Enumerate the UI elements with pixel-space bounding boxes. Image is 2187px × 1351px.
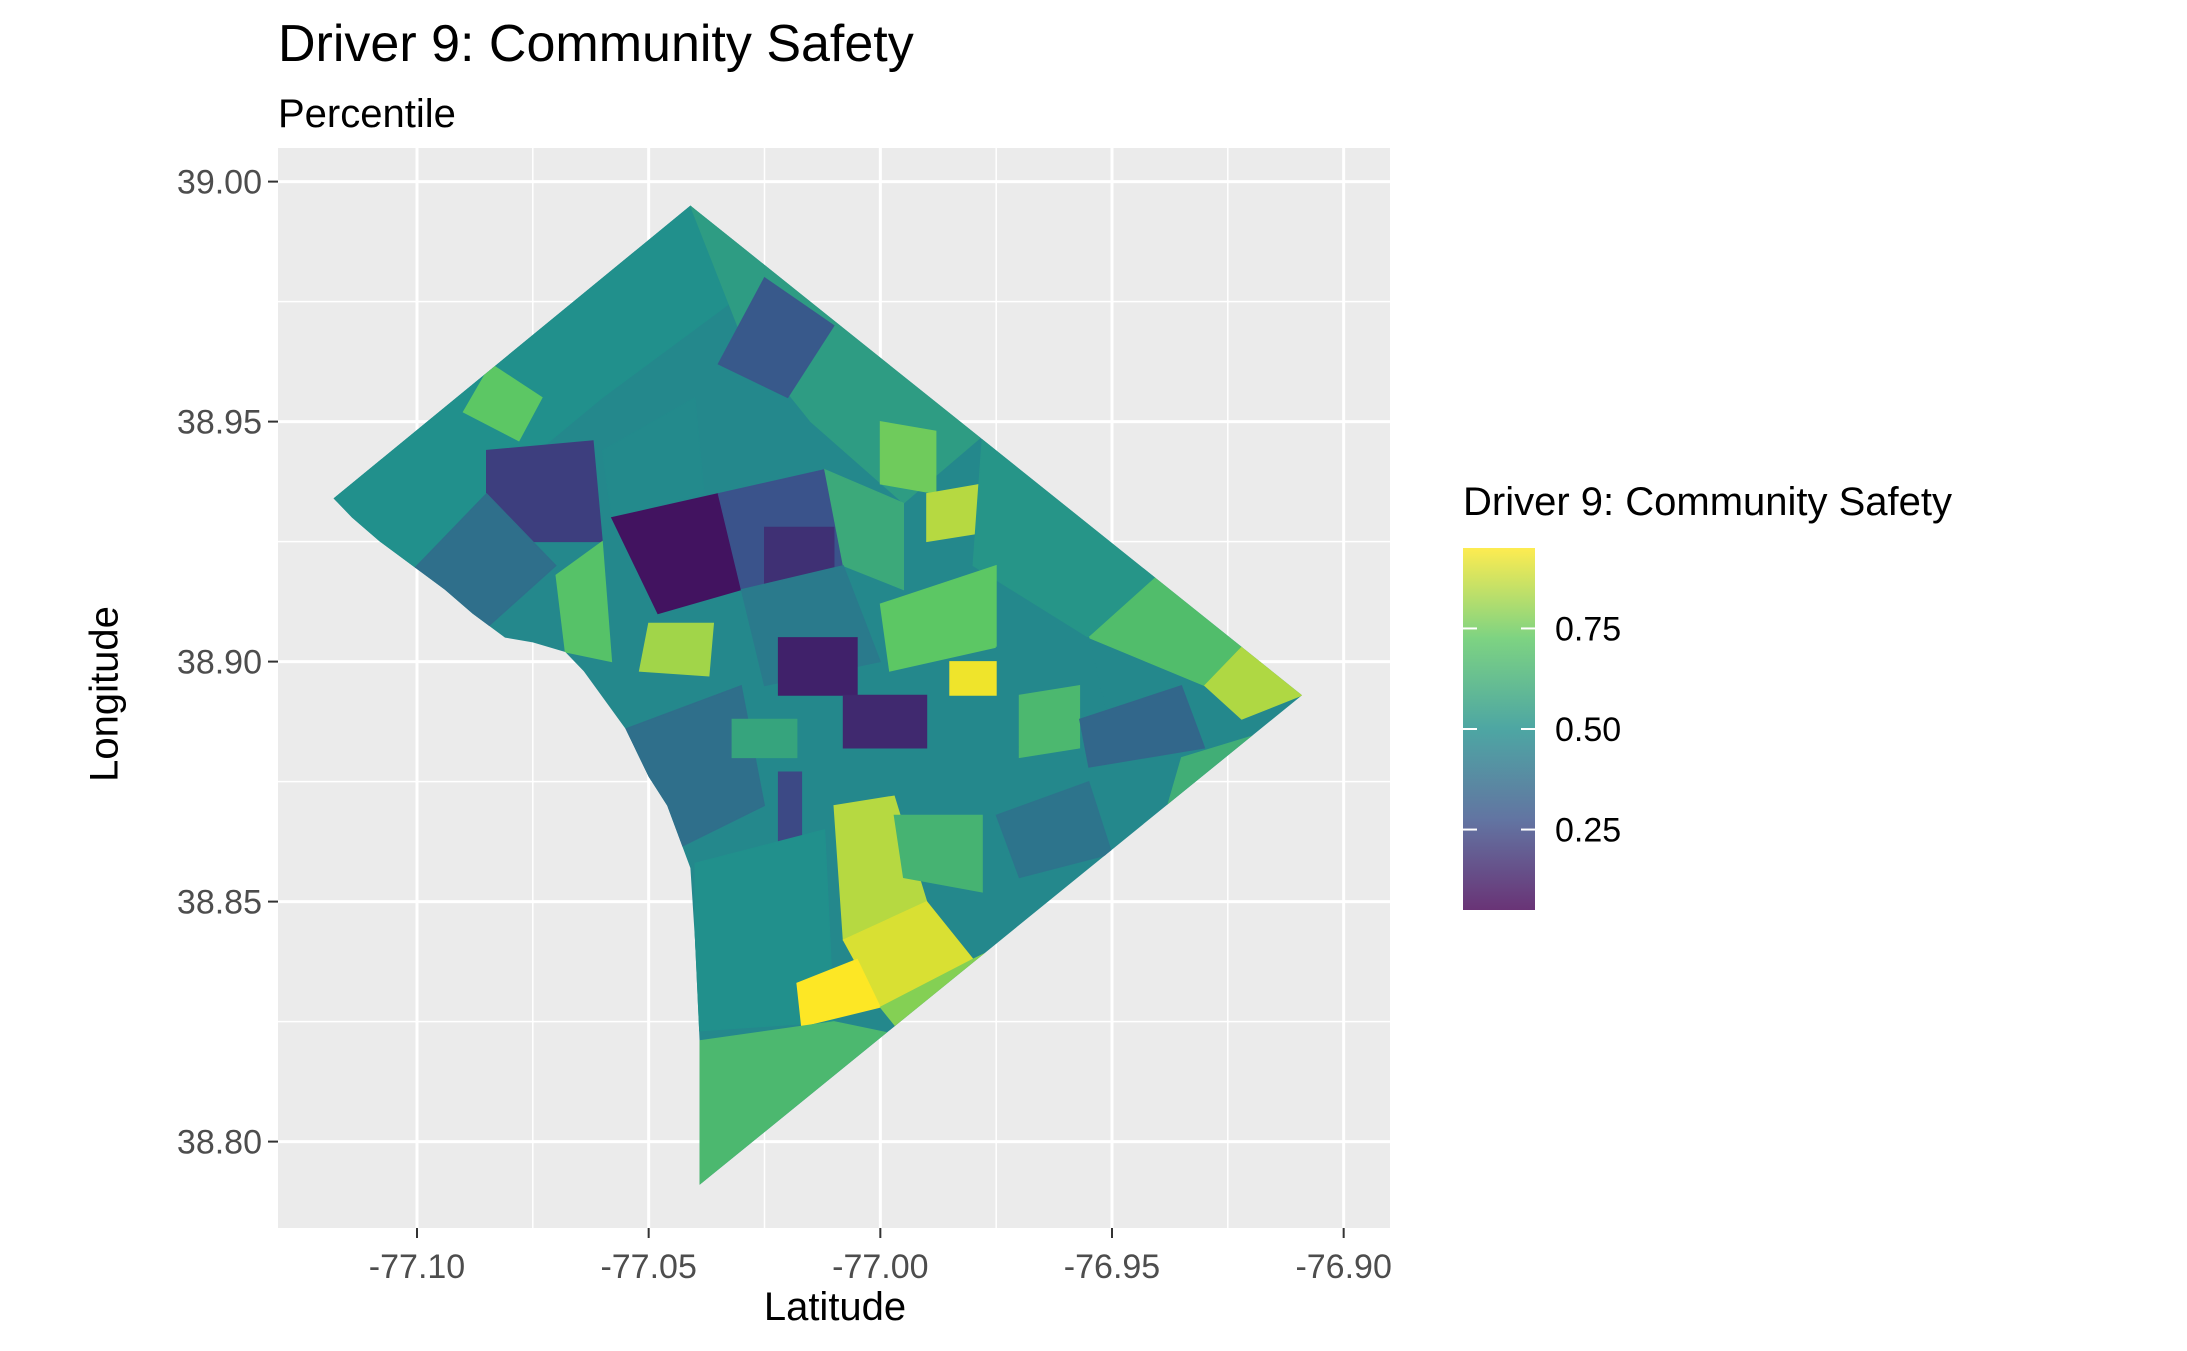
chart-subtitle: Percentile bbox=[278, 92, 456, 136]
y-tick-label: 38.85 bbox=[177, 884, 262, 922]
region-polygon bbox=[1079, 684, 1206, 768]
region-polygon bbox=[879, 421, 937, 495]
region-polygon bbox=[949, 661, 997, 696]
region-polygon bbox=[731, 718, 798, 759]
map-layer bbox=[333, 205, 1303, 1185]
y-tick-label: 39.00 bbox=[177, 164, 262, 202]
y-axis: 38.80 38.85 38.90 38.95 39.00 bbox=[177, 164, 278, 1162]
x-tick-label: -76.90 bbox=[1295, 1248, 1391, 1286]
region-polygon bbox=[777, 637, 858, 696]
x-tick-label: -77.00 bbox=[832, 1248, 928, 1286]
region-polygon bbox=[1018, 685, 1081, 759]
legend-title: Driver 9: Community Safety bbox=[1463, 480, 1953, 524]
y-tick-label: 38.80 bbox=[177, 1124, 262, 1162]
x-axis-title: Latitude bbox=[763, 1285, 907, 1329]
x-tick-label: -76.95 bbox=[1064, 1248, 1160, 1286]
legend-tick-label: 0.75 bbox=[1555, 610, 1621, 648]
region-polygon bbox=[842, 694, 928, 749]
color-legend: 0.25 0.50 0.75 bbox=[1463, 548, 1621, 910]
region-polygon bbox=[462, 363, 543, 442]
district-regions bbox=[333, 205, 1303, 1185]
x-axis: -77.10 -77.05 -77.00 -76.95 -76.90 bbox=[369, 1228, 1392, 1286]
y-axis-title: Longitude bbox=[82, 606, 127, 782]
x-tick-label: -77.10 bbox=[369, 1248, 465, 1286]
legend-ticks: 0.25 0.50 0.75 bbox=[1463, 610, 1621, 850]
legend-tick-label: 0.50 bbox=[1555, 711, 1621, 749]
region-polygon bbox=[638, 622, 715, 677]
legend-tick-label: 0.25 bbox=[1555, 812, 1621, 850]
y-tick-label: 38.90 bbox=[177, 644, 262, 682]
region-polygon bbox=[717, 276, 835, 399]
region-polygon bbox=[893, 814, 983, 893]
region-polygon bbox=[824, 468, 904, 591]
y-tick-label: 38.95 bbox=[177, 404, 262, 442]
x-tick-label: -77.05 bbox=[600, 1248, 696, 1286]
region-polygon bbox=[555, 540, 613, 663]
region-polygon bbox=[601, 396, 705, 519]
chart-title: Driver 9: Community Safety bbox=[278, 15, 914, 73]
